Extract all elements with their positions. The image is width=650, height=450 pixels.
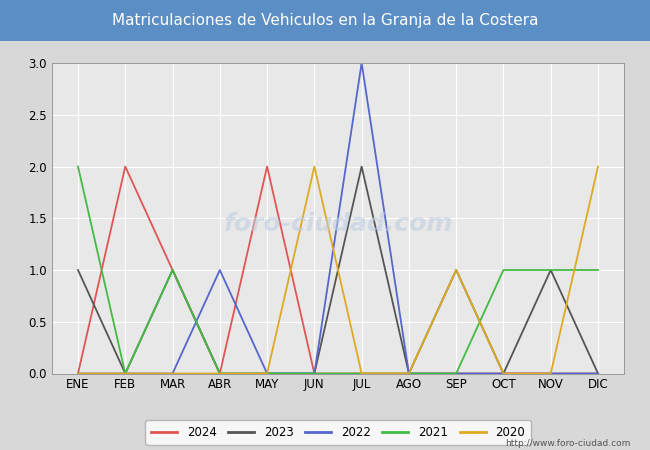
Text: http://www.foro-ciudad.com: http://www.foro-ciudad.com [505,439,630,448]
Text: foro-ciudad.com: foro-ciudad.com [224,212,452,236]
Legend: 2024, 2023, 2022, 2021, 2020: 2024, 2023, 2022, 2021, 2020 [146,420,530,445]
Text: Matriculaciones de Vehiculos en la Granja de la Costera: Matriculaciones de Vehiculos en la Granj… [112,13,538,28]
